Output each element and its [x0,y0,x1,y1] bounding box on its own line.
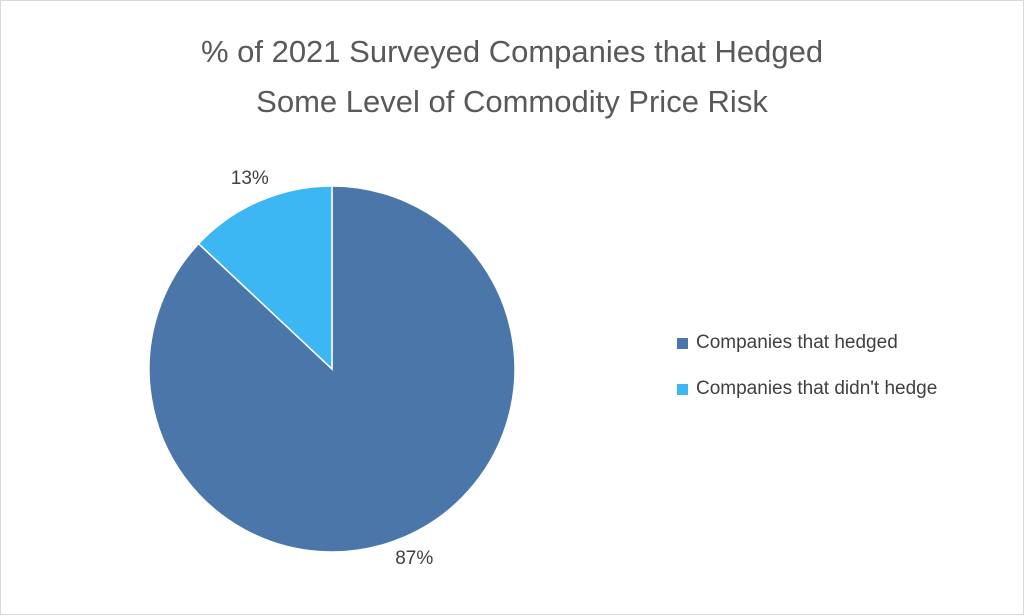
data-label-not-hedged: 13% [231,168,269,189]
legend: Companies that hedged Companies that did… [677,331,937,423]
pie-slice-not-hedged [197,185,333,371]
legend-item-hedged: Companies that hedged [677,331,937,355]
legend-swatch-hedged [677,337,688,349]
chart-title-line-1: % of 2021 Surveyed Companies that Hedged [200,34,824,69]
legend-swatch-not-hedged [677,383,688,395]
legend-label-not-hedged: Companies that didn't hedge [696,378,938,399]
data-label-hedged: 87% [395,548,433,569]
chart-title: % of 2021 Surveyed Companies that Hedged… [1,27,1023,127]
legend-label-hedged: Companies that hedged [696,332,898,353]
legend-item-not-hedged: Companies that didn't hedge [677,377,937,401]
chart-title-line-2: Some Level of Commodity Price Risk [256,84,768,119]
